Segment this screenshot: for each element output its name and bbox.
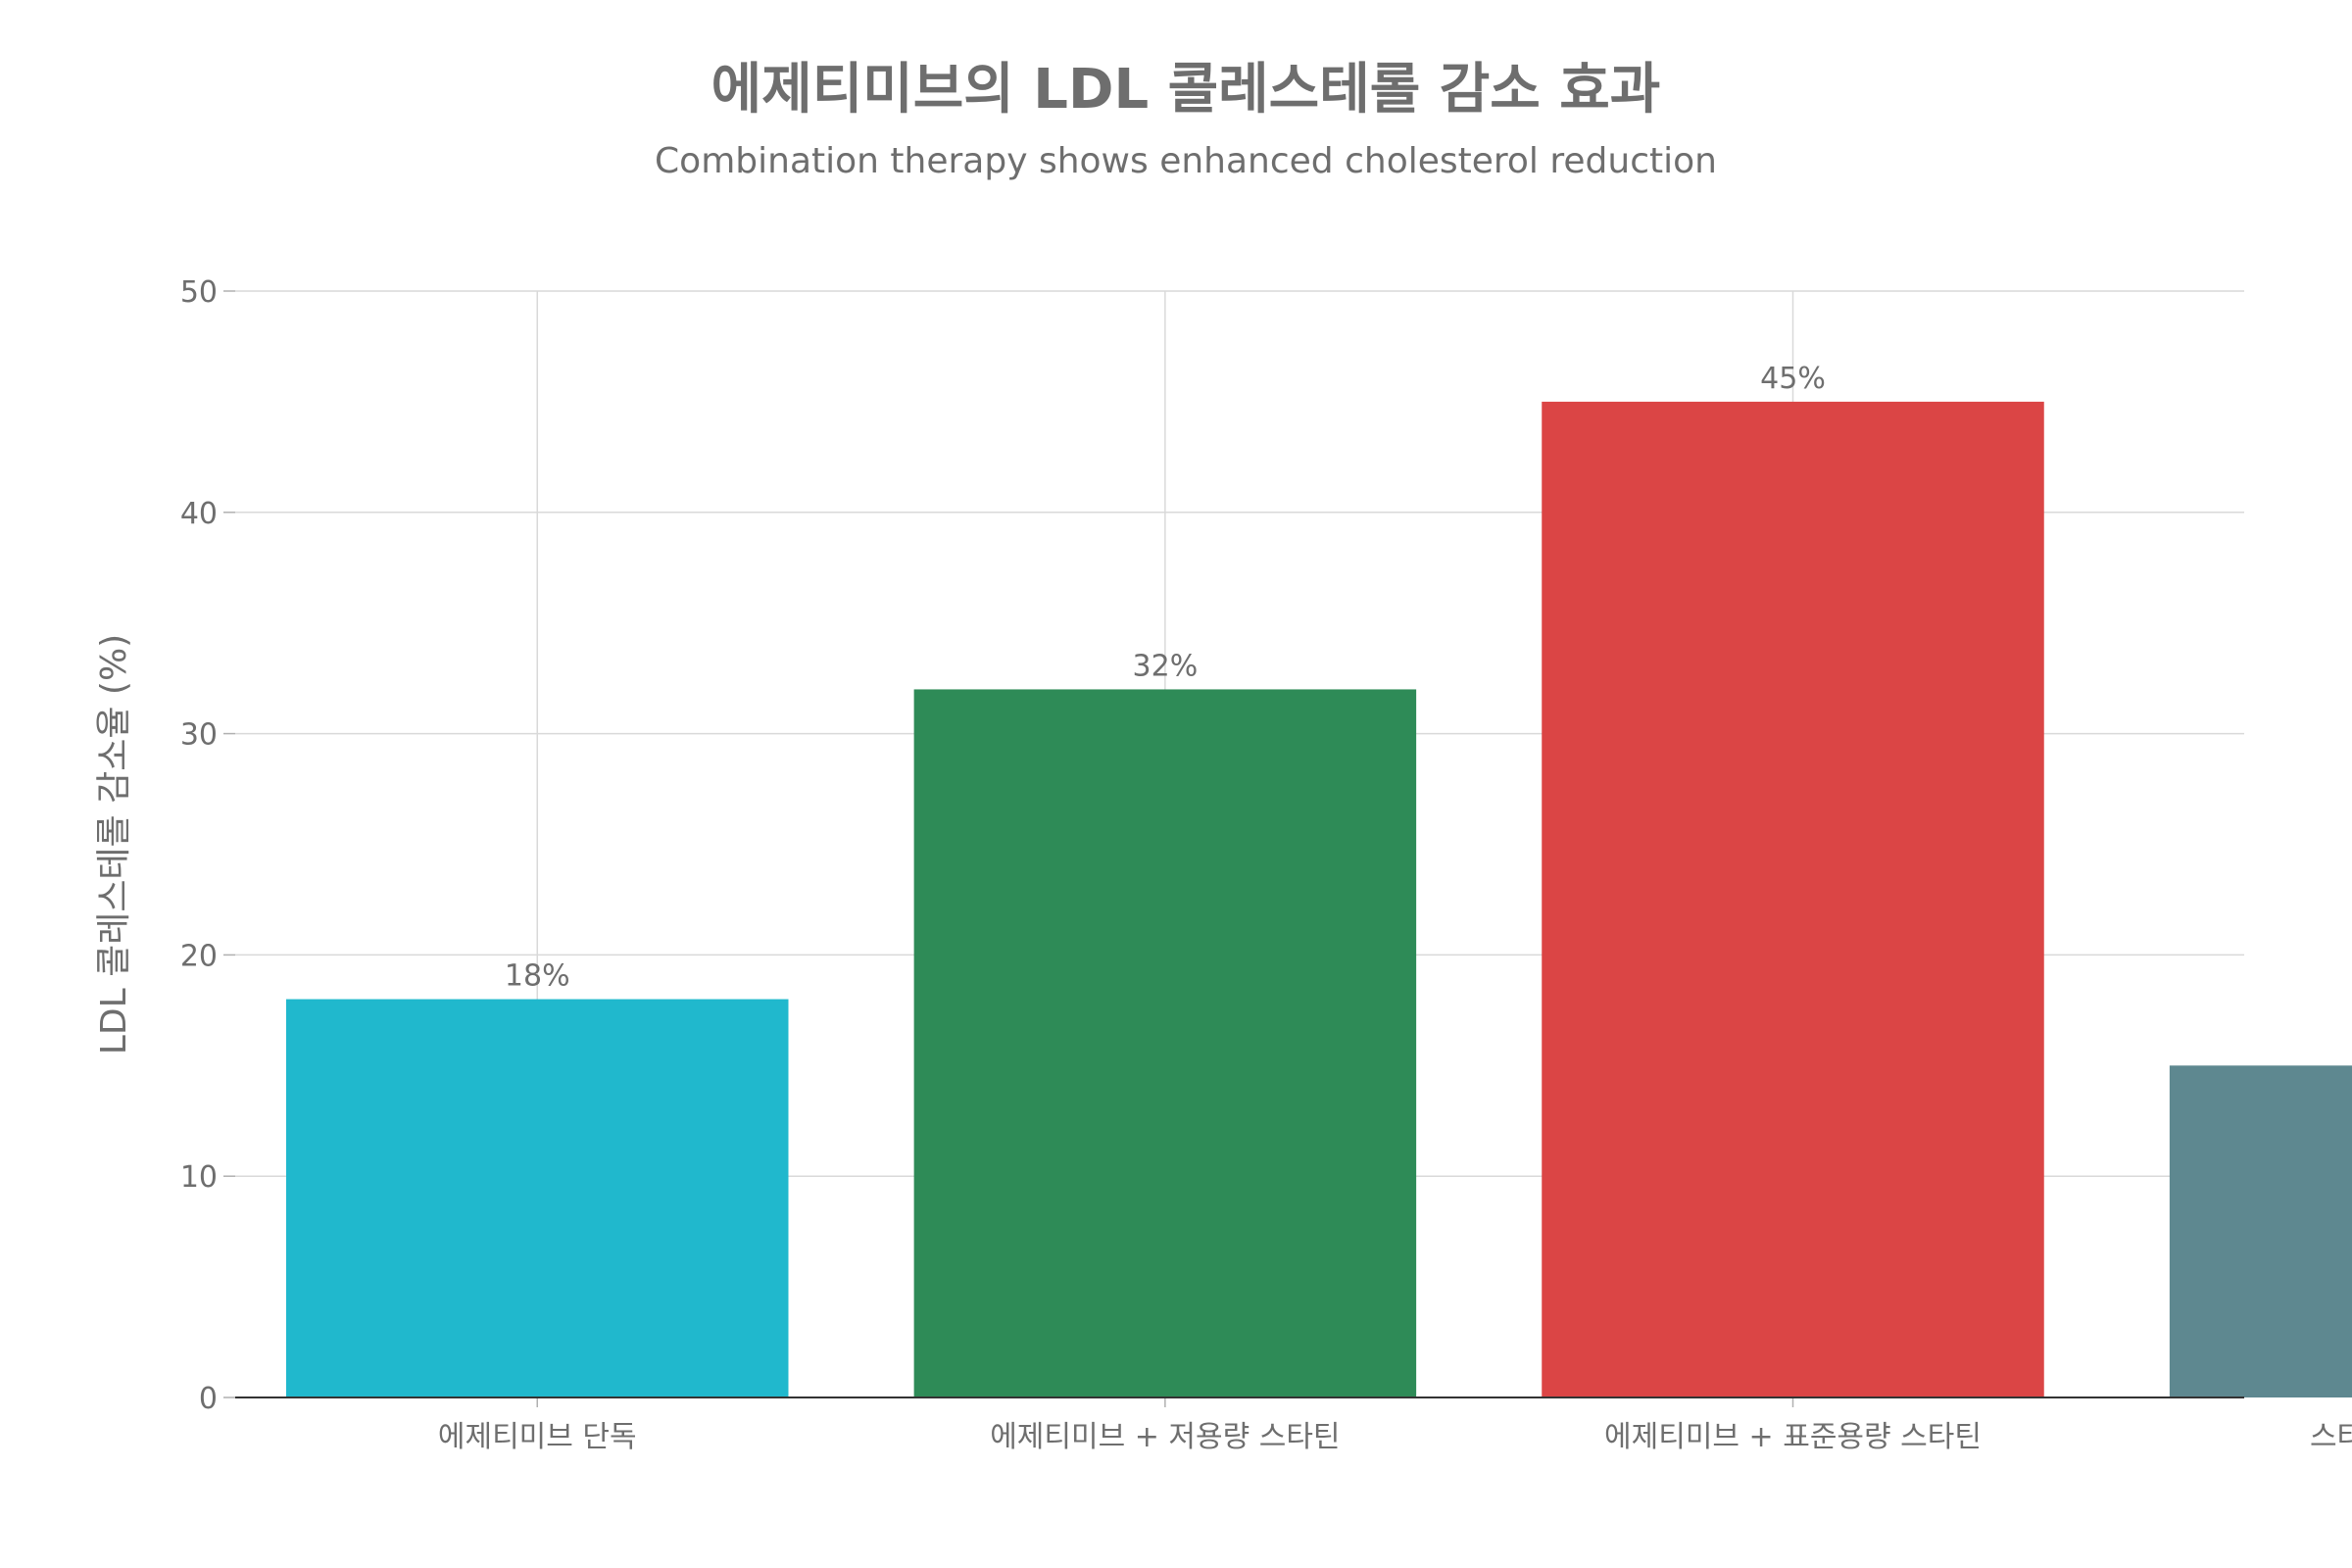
y-tick-label: 40 [180,497,218,531]
x-tick-label: 스타틴 단독(기준) [2310,1420,2352,1454]
x-tick-label: 에제티미브 + 저용량 스타틴 [990,1420,1340,1454]
bar-value-label: 18% [505,959,570,994]
bar [913,689,1417,1397]
y-axis-title: LDL 콜레스테롤 감소율 (%) [94,634,134,1054]
x-tick-label: 에제티미브 + 표준용량 스타틴 [1604,1420,1982,1454]
y-tick-label: 20 [180,939,218,973]
chart-title: 에제티미브의 LDL 콜레스테롤 감소 효과 [710,58,1661,122]
bar [1542,401,2044,1397]
y-tick-label: 0 [199,1382,218,1416]
bar [286,999,789,1397]
bar-value-label: 32% [1133,649,1199,683]
bars: 18%32%45%15% [286,362,2352,1397]
y-tick-label: 50 [180,275,218,310]
y-tick-label: 10 [180,1160,218,1195]
chart-subtitle: Combination therapy shows enhanced chole… [655,141,1717,181]
bar-value-label: 45% [1760,362,1826,396]
y-tick-label: 30 [180,718,218,753]
bar [2169,1065,2352,1397]
axes: 0 10 20 30 40 50 에제티미브 단독 에제티미브 + 저용량 스타틴 에제티미브 … [180,275,2352,1454]
x-tick-label: 에제티미브 단독 [438,1420,637,1454]
